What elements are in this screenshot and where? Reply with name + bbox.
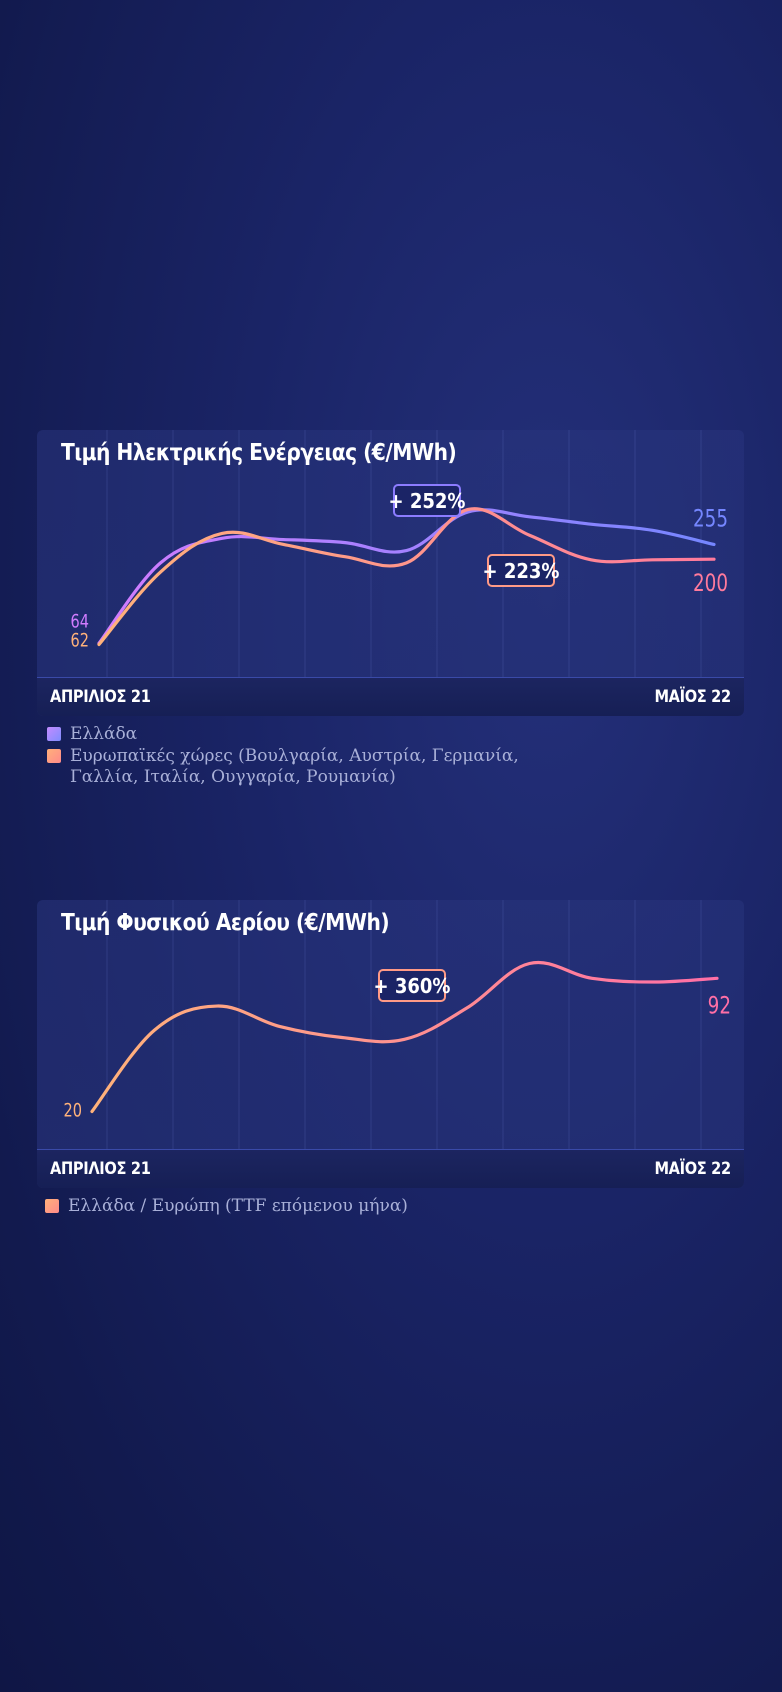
series-line-0 <box>97 508 716 645</box>
gas-chart-title: Τιμή Φυσικού Αερίου (€/MWh) <box>61 910 390 936</box>
legend-item-europe: Ευρωπαϊκές χώρες (Βουλγαρία, Αυστρία, Γε… <box>47 746 567 788</box>
series-start-label: 62 <box>71 630 89 652</box>
legend-swatch-greece <box>47 727 61 741</box>
legend-swatch-gas <box>45 1199 59 1213</box>
legend-item-gas: Ελλάδα / Ευρώπη (TTF επόμενου μήνα) <box>45 1196 408 1217</box>
gas-chart-plot: 20 92 + 360% <box>64 900 731 1150</box>
x-axis-start-label: ΑΠΡΙΛΙΟΣ 21 <box>50 1159 151 1179</box>
legend-item-greece: Ελλάδα <box>47 724 567 745</box>
percent-change-badge: + 223% <box>483 554 560 587</box>
percent-change-badge: + 252% <box>389 484 466 517</box>
percent-change-text: + 252% <box>389 489 466 513</box>
series-end-label: 255 <box>693 505 728 533</box>
percent-change-badge: + 360% <box>374 969 451 1002</box>
x-axis-end-label: ΜΑΪΟΣ 22 <box>654 687 732 707</box>
gas-legend: Ελλάδα / Ευρώπη (TTF επόμενου μήνα) <box>45 1196 408 1218</box>
series-end-label: 92 <box>708 992 731 1020</box>
electricity-chart-card: 64 255 62 200 + 252% + 223% Τιμή Ηλεκτρικής Ε… <box>37 430 744 716</box>
series-line-0 <box>90 960 719 1114</box>
gas-x-axis: ΑΠΡΙΛΙΟΣ 21 ΜΑΪΟΣ 22 <box>37 1149 744 1188</box>
percent-change-text: + 223% <box>483 559 560 583</box>
gas-chart-card: 20 92 + 360% Τιμή Φυσικού Αερίου (€/MWh) Α… <box>37 900 744 1188</box>
series-start-label: 64 <box>71 611 89 633</box>
electricity-chart-title: Τιμή Ηλεκτρικής Ενέργειας (€/MWh) <box>61 440 457 466</box>
series-start-label: 20 <box>64 1100 82 1122</box>
electricity-legend: Ελλάδα Ευρωπαϊκές χώρες (Βουλγαρία, Αυστ… <box>47 724 567 789</box>
electricity-x-axis: ΑΠΡΙΛΙΟΣ 21 ΜΑΪΟΣ 22 <box>37 677 744 716</box>
electricity-chart-plot: 64 255 62 200 + 252% + 223% <box>71 430 728 678</box>
legend-label-gas: Ελλάδα / Ευρώπη (TTF επόμενου μήνα) <box>68 1196 408 1216</box>
legend-swatch-europe <box>47 749 61 763</box>
x-axis-start-label: ΑΠΡΙΛΙΟΣ 21 <box>50 687 151 707</box>
series-line-1 <box>97 507 716 647</box>
percent-change-text: + 360% <box>374 974 451 998</box>
legend-label-europe: Ευρωπαϊκές χώρες (Βουλγαρία, Αυστρία, Γε… <box>70 746 519 787</box>
legend-label-greece: Ελλάδα <box>70 724 138 744</box>
x-axis-end-label: ΜΑΪΟΣ 22 <box>654 1159 732 1179</box>
series-end-label: 200 <box>693 570 728 598</box>
